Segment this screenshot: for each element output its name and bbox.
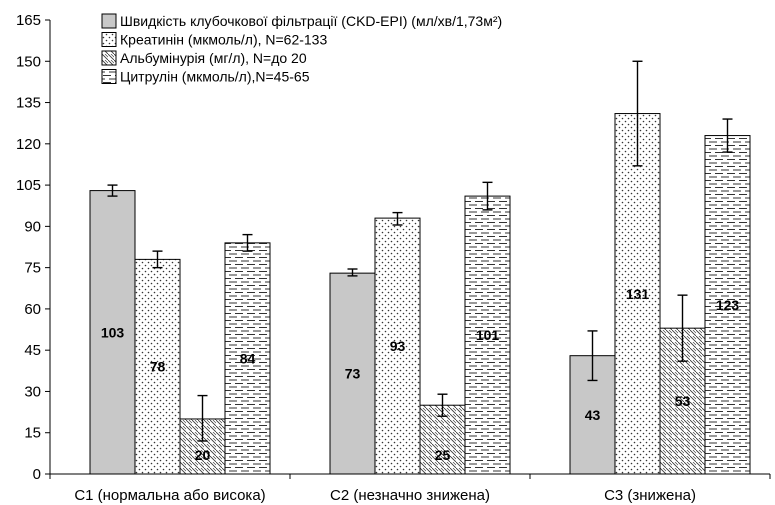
y-tick-label: 15 [24, 425, 41, 442]
data-label: 84 [240, 350, 256, 366]
category-label: C3 (знижена) [604, 487, 696, 504]
y-tick-label: 135 [16, 95, 41, 112]
bar [374, 217, 421, 475]
data-label: 101 [476, 327, 500, 343]
legend-swatch [101, 69, 117, 84]
legend-swatch [101, 13, 117, 29]
data-label: 123 [716, 297, 740, 313]
y-tick-label: 60 [24, 301, 41, 318]
y-tick-label: 0 [33, 466, 41, 483]
legend-label: Цитрулін (мкмоль/л),N=45-65 [120, 69, 310, 85]
category-label: C1 (нормальна або висока) [74, 487, 265, 504]
data-label: 93 [390, 338, 406, 354]
data-label: 43 [585, 407, 601, 423]
data-label: 20 [195, 447, 211, 463]
y-tick-label: 30 [24, 383, 41, 400]
legend-swatch [101, 50, 117, 66]
bar [704, 135, 751, 475]
legend-label: Швидкість клубочкової фільтрації (CKD-EP… [120, 13, 502, 29]
category-label: C2 (незначно знижена) [330, 487, 490, 504]
data-label: 103 [101, 324, 125, 340]
y-tick-label: 150 [16, 53, 41, 70]
data-label: 73 [345, 366, 361, 382]
bar [224, 242, 271, 475]
bars: 103 73 43 78 93 131 20 25 53 84 101 123 [89, 60, 751, 475]
bar [329, 272, 376, 475]
legend-label: Креатинін (мкмоль/л), N=62-133 [120, 32, 327, 48]
data-label: 78 [150, 359, 166, 375]
legend: Швидкість клубочкової фільтрації (CKD-EP… [101, 13, 502, 85]
data-label: 53 [675, 393, 691, 409]
y-tick-label: 165 [16, 12, 41, 29]
y-tick-label: 105 [16, 177, 41, 194]
legend-label: Альбумінурія (мг/л), N=до 20 [120, 50, 307, 66]
y-tick-label: 120 [16, 136, 41, 153]
legend-swatch [101, 32, 117, 47]
bar [89, 190, 136, 475]
bar [614, 113, 661, 475]
data-label: 25 [435, 447, 451, 463]
y-tick-label: 90 [24, 218, 41, 235]
axes: 0 15 30 45 60 75 90 105 120 135 150 165 C1 (нормальн… [16, 12, 771, 504]
bar [134, 258, 181, 475]
data-label: 131 [626, 286, 650, 302]
y-tick-label: 45 [24, 342, 41, 359]
y-tick-label: 75 [24, 260, 41, 277]
bar [464, 195, 511, 475]
